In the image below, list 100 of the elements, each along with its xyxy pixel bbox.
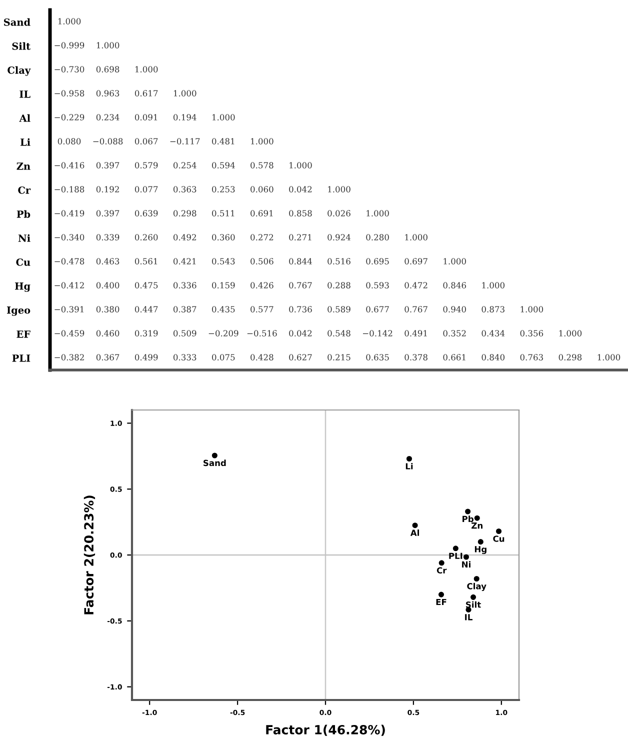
data-label: 0.617 [134, 90, 158, 96]
data-label: 0.695 [366, 258, 389, 264]
data-label: 0.387 [173, 306, 196, 312]
data-label: 0.298 [558, 354, 582, 360]
point [412, 522, 418, 528]
annotation: Hg [474, 546, 486, 554]
annotation: Al [410, 530, 419, 536]
y-tick-label: Zn [16, 162, 30, 170]
data-label: 1.000 [520, 306, 544, 312]
data-label: −0.459 [54, 330, 84, 336]
data-label: 0.360 [212, 234, 235, 240]
data-label: 0.506 [250, 258, 274, 264]
data-label: −0.142 [362, 330, 392, 336]
data-label: 0.639 [134, 210, 158, 216]
data-label: −0.391 [54, 306, 84, 312]
point [465, 508, 471, 514]
data-label: −0.999 [54, 42, 84, 48]
data-label: 0.627 [289, 354, 312, 360]
data-label: 0.940 [443, 306, 466, 312]
data-label: −0.416 [54, 162, 84, 168]
data-label: 0.363 [173, 186, 196, 192]
y-axis-title: Factor 2(20.23%) [84, 496, 96, 614]
annotation: Clay [467, 582, 486, 592]
data-label: 1.000 [328, 186, 350, 192]
data-label: 0.434 [482, 330, 505, 336]
y-tick-label: Silt [12, 42, 31, 50]
data-label: 0.060 [250, 186, 274, 192]
data-label: 0.298 [173, 210, 196, 216]
annotation: Silt [466, 601, 481, 608]
y-tick-label: Clay [8, 66, 31, 76]
data-label: 0.426 [250, 282, 274, 288]
data-label: 0.356 [520, 330, 544, 336]
data-label: 0.492 [173, 234, 196, 240]
y-tick-label: Hg [15, 282, 30, 292]
point [212, 452, 218, 458]
data-label: 0.280 [366, 234, 389, 240]
data-label: 1.000 [598, 354, 620, 360]
data-label: 0.873 [482, 306, 504, 312]
data-label: 1.000 [482, 282, 505, 288]
data-label: 0.397 [96, 162, 120, 168]
data-label: −0.382 [54, 354, 84, 360]
data-label: 0.215 [328, 354, 350, 360]
data-label: 0.271 [289, 234, 312, 240]
data-label: −0.478 [54, 258, 84, 264]
annotation: Cu [493, 536, 504, 542]
data-label: 0.661 [443, 354, 466, 360]
data-label: 1.000 [290, 162, 312, 168]
y-tick-label: PLI [12, 354, 30, 362]
data-label: −0.117 [170, 138, 200, 144]
data-label: −0.088 [93, 138, 123, 144]
data-label: 1.000 [58, 18, 81, 24]
data-label: 0.378 [404, 354, 428, 360]
point [474, 576, 480, 582]
data-label: −0.419 [54, 210, 84, 216]
data-label: 0.026 [328, 210, 350, 216]
data-label: 0.077 [134, 186, 158, 192]
data-label: 0.421 [173, 258, 196, 264]
data-label: 0.288 [328, 282, 350, 288]
data-label: 0.067 [134, 138, 158, 144]
data-label: 0.844 [289, 258, 312, 264]
data-label: 0.042 [289, 186, 312, 192]
data-label: 0.858 [289, 210, 312, 216]
data-label: 0.846 [443, 282, 466, 288]
data-label: 0.577 [250, 306, 274, 312]
data-label: 0.677 [366, 306, 389, 312]
y-tick-label: Cr [18, 186, 31, 194]
point [438, 592, 444, 598]
data-label: 0.091 [134, 114, 158, 120]
data-label: 0.767 [289, 282, 312, 288]
data-label: 0.472 [404, 282, 428, 288]
data-label: 0.367 [96, 354, 120, 360]
data-label: 0.561 [134, 258, 158, 264]
data-label: 0.589 [328, 306, 350, 312]
data-label: 1.000 [251, 138, 274, 144]
data-label: 0.075 [212, 354, 235, 360]
data-label: 0.763 [520, 354, 543, 360]
data-label: 0.499 [134, 354, 158, 360]
data-label: 0.511 [212, 210, 234, 216]
data-label: 0.697 [404, 258, 428, 264]
data-label: 0.380 [96, 306, 120, 312]
point [470, 594, 476, 600]
data-label: −0.188 [54, 186, 84, 192]
point [478, 539, 484, 545]
y-tick-label: EF [16, 330, 30, 338]
data-label: 0.548 [328, 330, 350, 336]
data-label: 1.000 [405, 234, 428, 240]
point [438, 560, 444, 566]
data-label: 0.963 [96, 90, 120, 96]
data-label: −0.340 [54, 234, 84, 240]
point [496, 528, 502, 534]
y-tick-label: Pb [16, 210, 30, 218]
data-label: 0.593 [366, 282, 389, 288]
data-label: 1.000 [559, 330, 582, 336]
annotation: IL [465, 614, 472, 620]
data-label: 0.594 [212, 162, 235, 168]
data-label: 0.543 [212, 258, 235, 264]
annotation: PLI [449, 552, 462, 559]
point [463, 554, 470, 560]
data-label: 1.000 [366, 210, 389, 216]
data-label: 0.767 [404, 306, 428, 312]
